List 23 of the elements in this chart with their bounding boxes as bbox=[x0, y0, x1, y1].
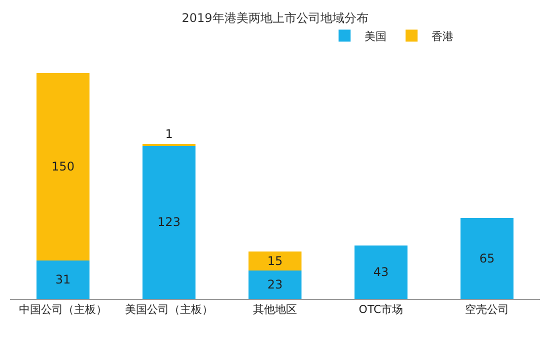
data-label: 123 bbox=[158, 215, 180, 230]
bar bbox=[248, 252, 302, 270]
bar bbox=[36, 260, 90, 299]
bar bbox=[142, 145, 196, 299]
legend-label: 香港 bbox=[432, 30, 454, 43]
data-label: 1 bbox=[165, 127, 173, 141]
x-tick-label: 美国公司（主板） bbox=[125, 303, 213, 316]
data-label: 65 bbox=[479, 251, 495, 266]
x-tick-label: 空壳公司 bbox=[465, 303, 509, 316]
bar bbox=[460, 218, 514, 299]
x-tick-label: 中国公司（主板） bbox=[19, 303, 107, 316]
data-label: 31 bbox=[55, 272, 71, 287]
x-tick-label: 其他地区 bbox=[253, 303, 297, 316]
data-label: 150 bbox=[52, 160, 74, 174]
bar bbox=[248, 270, 302, 299]
legend-label: 美国 bbox=[364, 30, 387, 43]
data-label: 23 bbox=[267, 278, 283, 292]
chart-title: 2019年港美两地上市公司地域分布 bbox=[182, 10, 368, 25]
data-label: 15 bbox=[267, 254, 283, 268]
x-tick-label: OTC市场 bbox=[358, 303, 404, 316]
data-label: 43 bbox=[373, 265, 389, 280]
bar bbox=[354, 245, 408, 299]
bar bbox=[36, 73, 90, 260]
